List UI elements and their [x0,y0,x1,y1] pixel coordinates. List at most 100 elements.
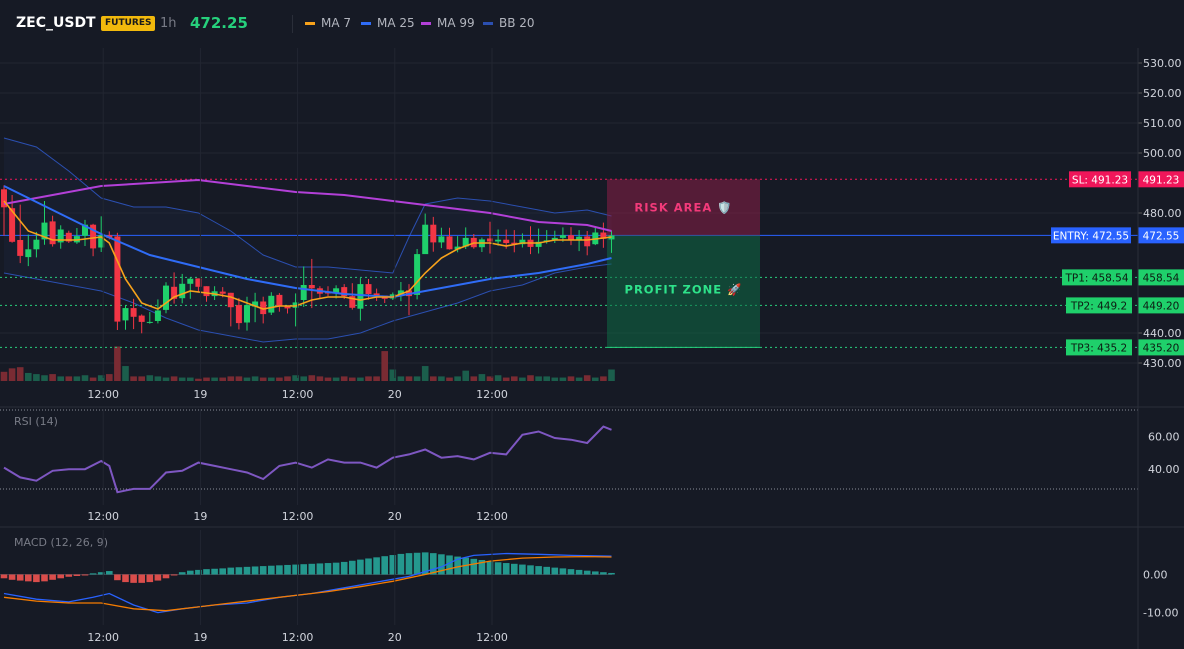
macd-histogram-bar [292,564,299,575]
macd-histogram-bar [259,566,267,575]
macd-histogram-bar [446,555,453,575]
macd-histogram-bar [81,574,89,576]
entry-tag[interactable]: ENTRY: 472.55 [1051,227,1131,244]
candle-body [349,296,356,308]
volume-bar [527,375,534,381]
volume-bar [187,377,194,381]
timeframe-label[interactable]: 1h [160,16,177,31]
macd-histogram-bar [195,569,202,575]
candle-body [284,306,291,309]
entry-price-tag-bg [1138,227,1184,244]
macd-histogram-bar [340,561,348,575]
macd-histogram-bar [251,566,259,575]
sl-price-tag[interactable]: 491.23 [1138,171,1184,188]
macd-histogram-bar [316,563,324,575]
macd-histogram-bar [486,561,494,575]
price-pane[interactable]: 530.00 520.00 510.00 500.00 480.00 440.00 430.… [0,57,1184,381]
candle-body [584,236,591,247]
legend-ma25[interactable]: MA 25 [361,16,415,30]
legend-ma7[interactable]: MA 7 [305,16,351,30]
macd-histogram-bar [203,569,210,575]
macd-histogram-bar [122,574,129,583]
sl-tag[interactable]: SL: 491.23 [1069,171,1131,188]
volume-bar [81,375,89,381]
macd-pane[interactable]: MACD (12, 26, 9) 0.00 -10.00 [0,536,1178,620]
macd-histogram-bar [300,564,307,575]
macd-histogram-bar [235,567,243,575]
candle-body [98,234,105,248]
macd-histogram-bar [478,560,486,575]
macd-histogram-bar [154,574,162,581]
tp3-price-tag[interactable]: 435.20 [1138,339,1184,356]
macd-histogram-bar [600,572,607,575]
macd-tick-label: 0.00 [1143,568,1168,581]
volume-bar [567,376,575,381]
macd-histogram-bar [324,563,332,575]
candle-body [373,293,380,296]
candle-body [49,221,56,245]
rsi-title: RSI (14) [14,415,58,428]
candle-body [503,239,510,243]
candle-body [146,321,153,323]
entry-price-tag[interactable]: 472.55 [1138,227,1184,244]
macd-histogram-bar [470,558,478,575]
macd-histogram-bar [381,556,388,575]
macd-histogram-bar [73,574,81,576]
volume-bar [357,377,364,381]
volume-bar [0,371,8,381]
candle-body [9,208,16,242]
tp3-tag-text: TP3: 435.2 [1070,342,1127,354]
tp1-tag[interactable]: TP1: 458.54 [1062,269,1132,286]
y-tick-label: 520.00 [1143,87,1182,100]
macd-histogram-bar [243,566,251,575]
ma25-line [3,185,612,299]
volume-bar [308,375,316,381]
risk-area-label: RISK AREA 🛡️ [634,200,732,214]
volume-bar [340,376,348,381]
candle-body [122,308,129,321]
macd-title: MACD (12, 26, 9) [14,536,108,549]
macd-histogram-bar [219,568,226,575]
macd-histogram-bar [8,574,16,580]
rsi-pane[interactable]: RSI (14) 60.00 40.00 [0,409,1180,494]
x-tick-label: 12:00 [282,388,314,401]
candle-body [333,288,340,293]
tp3-tag[interactable]: TP3: 435.2 [1066,339,1132,356]
volume-bar [405,376,413,381]
tp2-price-tag-bg [1138,297,1184,314]
volume-bar [33,374,40,381]
volume-bar [219,377,226,381]
rsi-line [3,425,612,494]
volume-bar [114,346,121,381]
volume-bar [89,377,97,381]
candle-body [138,315,145,322]
macd-histogram-bar [211,568,218,575]
volume-bar [430,376,437,381]
candle-body [219,291,226,294]
macd-histogram-bar [592,571,599,575]
candle-body [519,239,526,245]
candle-body [422,224,429,255]
x-tick-label: 12:00 [476,388,508,401]
entry-price-tag-text: 472.55 [1143,230,1180,242]
ma7-line [3,200,612,310]
sl-price-tag-bg [1138,171,1184,188]
macd-histogram-bar [502,563,510,575]
macd-histogram-bar [49,574,56,580]
bb20-swatch [483,21,493,25]
legend-bb20[interactable]: BB 20 [483,16,535,30]
volume-bar [349,377,356,381]
volume-bar [583,375,591,381]
ma7-label: MA 7 [321,16,352,30]
volume-bar [592,377,599,381]
candle-body [414,254,421,295]
tp2-price-tag[interactable]: 449.20 [1138,297,1184,314]
tp2-tag[interactable]: TP2: 449.2 [1066,297,1132,314]
tp1-price-tag[interactable]: 458.54 [1138,269,1184,286]
candle-body [187,278,194,284]
symbol-name[interactable]: ZEC_USDT [16,15,96,31]
volume-bar [243,377,251,381]
legend-ma99[interactable]: MA 99 [421,16,475,30]
volume-bar [438,376,445,381]
